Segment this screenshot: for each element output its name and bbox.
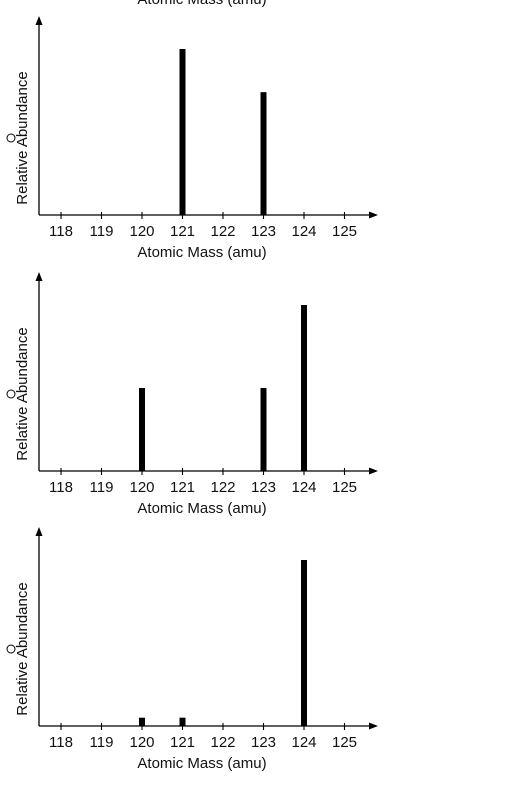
- chart-panel-2: 118 119 120 121 122 123 124 125 Atomic Mass (amu…: [6, 272, 378, 517]
- x-tick-label-119: 119: [90, 479, 114, 496]
- chart-panel-3: 118 119 120 121 122 123 124 125 Atomic Mass (amu…: [6, 527, 378, 772]
- x-tick-label-119: 119: [90, 734, 114, 751]
- x-tick-label-122: 122: [210, 479, 235, 496]
- x-tick-label-121: 121: [170, 734, 195, 751]
- x-tick-label-123: 123: [251, 479, 276, 496]
- bar-120: [139, 717, 145, 726]
- y-axis-label: Relative Abundance: [14, 71, 31, 204]
- bar-123: [260, 92, 267, 215]
- y-axis-label: Relative Abundance: [14, 582, 31, 715]
- y-axis-label: Relative Abundance: [14, 327, 31, 460]
- panel-marker-icon: [6, 644, 16, 654]
- x-axis-label: Atomic Mass (amu): [137, 755, 266, 772]
- x-axis-label: Atomic Mass (amu): [137, 500, 266, 517]
- bar-124: [301, 560, 307, 726]
- x-axis-arrow: [369, 467, 378, 475]
- x-tick-label-124: 124: [291, 223, 316, 240]
- bar-121: [179, 717, 186, 726]
- y-axis-arrow: [35, 272, 43, 281]
- bar-124: [301, 305, 307, 471]
- x-tick-label-118: 118: [49, 479, 73, 496]
- x-tick-label-125: 125: [332, 479, 357, 496]
- x-tick-label-122: 122: [210, 734, 235, 751]
- x-axis-label: Atomic Mass (amu): [137, 244, 266, 261]
- y-axis-arrow: [35, 527, 43, 536]
- x-tick-label-118: 118: [49, 223, 73, 240]
- bar-120: [139, 388, 145, 471]
- y-axis-arrow: [35, 16, 43, 25]
- top-partial-x-axis-label: Atomic Mass (amu): [137, 0, 266, 8]
- bar-121: [179, 49, 186, 215]
- x-tick-label-124: 124: [291, 734, 316, 751]
- panel-marker-icon: [6, 133, 16, 143]
- x-tick-label-120: 120: [129, 223, 154, 240]
- x-tick-label-121: 121: [170, 479, 195, 496]
- x-tick-label-123: 123: [251, 223, 276, 240]
- x-axis-arrow: [369, 722, 378, 730]
- x-tick-label-125: 125: [332, 734, 357, 751]
- panel-marker-icon: [6, 389, 16, 399]
- x-tick-label-122: 122: [210, 223, 235, 240]
- x-tick-label-119: 119: [90, 223, 114, 240]
- x-tick-label-118: 118: [49, 734, 73, 751]
- x-tick-label-124: 124: [291, 479, 316, 496]
- x-tick-label-123: 123: [251, 734, 276, 751]
- x-tick-label-120: 120: [129, 479, 154, 496]
- x-tick-label-120: 120: [129, 734, 154, 751]
- x-axis-arrow: [369, 211, 378, 219]
- x-tick-label-121: 121: [170, 223, 195, 240]
- bar-123: [260, 388, 267, 471]
- x-tick-label-125: 125: [332, 223, 357, 240]
- chart-panel-1: 118 119 120 121 122 123 124 125 Atomic Mass (amu…: [6, 16, 378, 261]
